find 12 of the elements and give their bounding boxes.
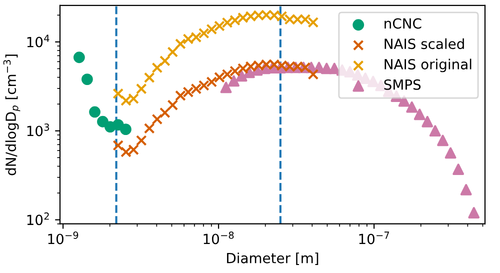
legend-label: NAIS scaled (384, 38, 464, 50)
x-axis-title: Diameter [m] (227, 252, 318, 265)
x-tick-label: 10$^{−8}$ (204, 231, 234, 244)
x-tick-label: 10$^{−7}$ (359, 232, 390, 244)
y-tick-label: 10$^{3}$ (27, 123, 50, 136)
y-axis-title: dN/dlogD$_{p}$ [cm$^{−3}$] (3, 54, 20, 176)
legend-label: nCNC (384, 18, 422, 29)
legend-label: NAIS original (384, 58, 472, 72)
y-tick-label: 10$^{2}$ (27, 212, 49, 226)
legend-label: SMPS (384, 79, 421, 90)
x-tick-label: 10$^{−9}$ (48, 231, 78, 244)
y-tick-label: 10$^{4}$ (27, 34, 50, 48)
